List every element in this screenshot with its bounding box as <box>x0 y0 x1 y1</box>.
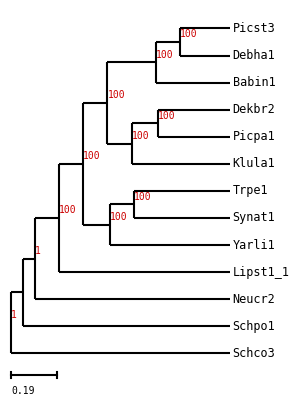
Text: Schpo1: Schpo1 <box>233 320 275 333</box>
Text: 100: 100 <box>134 192 152 202</box>
Text: Picst3: Picst3 <box>233 22 275 35</box>
Text: 100: 100 <box>107 90 125 100</box>
Text: Trpe1: Trpe1 <box>233 184 268 198</box>
Text: 100: 100 <box>158 111 176 120</box>
Text: 0.19: 0.19 <box>11 386 35 396</box>
Text: Babin1: Babin1 <box>233 76 275 89</box>
Text: Debha1: Debha1 <box>233 49 275 62</box>
Text: 100: 100 <box>180 29 197 39</box>
Text: Yarli1: Yarli1 <box>233 239 275 251</box>
Text: 100: 100 <box>110 212 128 222</box>
Text: Lipst1_1: Lipst1_1 <box>233 266 290 279</box>
Text: 100: 100 <box>131 131 149 141</box>
Text: 100: 100 <box>59 205 77 215</box>
Text: Dekbr2: Dekbr2 <box>233 103 275 116</box>
Text: 100: 100 <box>83 151 101 161</box>
Text: 1: 1 <box>11 310 17 320</box>
Text: Schco3: Schco3 <box>233 347 275 360</box>
Text: Picpa1: Picpa1 <box>233 130 275 143</box>
Text: 1: 1 <box>35 246 41 256</box>
Text: Klula1: Klula1 <box>233 157 275 170</box>
Text: Neucr2: Neucr2 <box>233 293 275 306</box>
Text: 100: 100 <box>156 49 173 59</box>
Text: Synat1: Synat1 <box>233 211 275 225</box>
